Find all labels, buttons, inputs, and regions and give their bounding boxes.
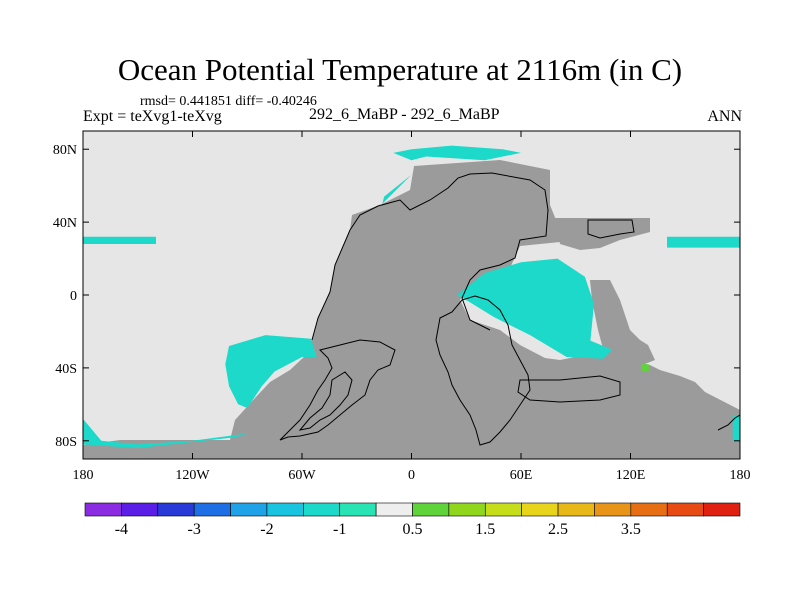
x-tick-label: 120W: [175, 468, 210, 483]
colorbar-label: -4: [115, 521, 128, 538]
coastline-antarctic-east: [717, 414, 740, 431]
region-pacific-band-west-anomaly: [83, 236, 156, 244]
region-north-atlantic-anomaly: [393, 145, 521, 161]
coastline-lower-block: [517, 375, 621, 403]
region-southern-ocean-anomaly: [83, 418, 248, 449]
colorbar-swatch: [121, 502, 159, 517]
land-east-block: [555, 218, 650, 250]
region-small-positive-cell: [641, 364, 649, 372]
stats-label: rmsd= 0.441851 diff= -0.40246: [140, 94, 317, 109]
coastline-inner-sa: [298, 371, 353, 431]
coastline-americas: [311, 172, 549, 341]
colorbar-label: -2: [260, 521, 273, 538]
x-tick-label: 60E: [510, 468, 533, 483]
y-axis: 80N 40N 0 40S 80S: [53, 143, 740, 450]
region-labrador-anomaly: [382, 174, 412, 204]
colorbar-label: 0.5: [403, 521, 423, 538]
colorbar-swatch: [375, 502, 413, 517]
land-americas-africa-eurasia: [83, 160, 740, 459]
colorbar-swatch: [339, 502, 377, 517]
colorbar-label: -1: [333, 521, 346, 538]
x-tick-label: 180: [73, 468, 94, 483]
season-label: ANN: [707, 108, 742, 125]
colorbar-swatch: [594, 502, 632, 517]
colorbar-swatch: [484, 502, 522, 517]
case-label: 292_6_MaBP - 292_6_MaBP: [309, 106, 500, 123]
x-tick-label: 120E: [616, 468, 646, 483]
region-east-southern-anomaly: [732, 415, 740, 441]
colorbar: -4 -3 -2 -1 0.5 1.5 2.5 3.5: [84, 502, 741, 538]
x-axis: 180 120W 60W 0 60E 120E 180: [73, 131, 751, 483]
colorbar-swatch: [84, 502, 122, 517]
colorbar-swatch: [266, 502, 304, 517]
colorbar-swatch: [666, 502, 704, 517]
colorbar-label: 2.5: [548, 521, 568, 538]
colorbar-label: 3.5: [621, 521, 641, 538]
x-tick-label: 60W: [288, 468, 316, 483]
x-tick-label: 0: [408, 468, 415, 483]
land-southeast-tip: [590, 280, 655, 366]
colorbar-label: 1.5: [475, 521, 495, 538]
colorbar-swatch: [521, 502, 559, 517]
y-tick-label: 80S: [55, 435, 77, 450]
chart-title: Ocean Potential Temperature at 2116m (in…: [117, 52, 683, 87]
y-tick-label: 40N: [53, 216, 77, 231]
y-tick-label: 80N: [53, 143, 77, 158]
coastline-south-america: [279, 339, 396, 441]
colorbar-swatch: [303, 502, 341, 517]
coastlines: [279, 172, 740, 446]
coastline-africa: [435, 295, 531, 446]
colorbar-swatch: [703, 502, 741, 517]
y-tick-label: 40S: [55, 362, 77, 377]
colorbar-swatch: [557, 502, 595, 517]
colorbar-swatch: [448, 502, 486, 517]
region-pacific-band-east-anomaly: [667, 236, 740, 248]
colorbar-swatch: [230, 502, 268, 517]
colorbar-swatch: [412, 502, 450, 517]
colorbar-swatch: [157, 502, 195, 517]
y-tick-label: 0: [70, 289, 77, 304]
region-south-pacific-anomaly: [225, 335, 317, 408]
region-indian-ocean-anomaly: [457, 258, 613, 359]
land-mass: [83, 160, 740, 459]
colorbar-swatch: [193, 502, 231, 517]
x-tick-label: 180: [730, 468, 751, 483]
coastline-australia: [587, 219, 635, 239]
experiment-label: Expt = teXvg1-teXvg: [83, 108, 222, 125]
colorbar-swatch: [630, 502, 668, 517]
colorbar-label: -3: [188, 521, 201, 538]
anomaly-regions: [83, 145, 740, 449]
